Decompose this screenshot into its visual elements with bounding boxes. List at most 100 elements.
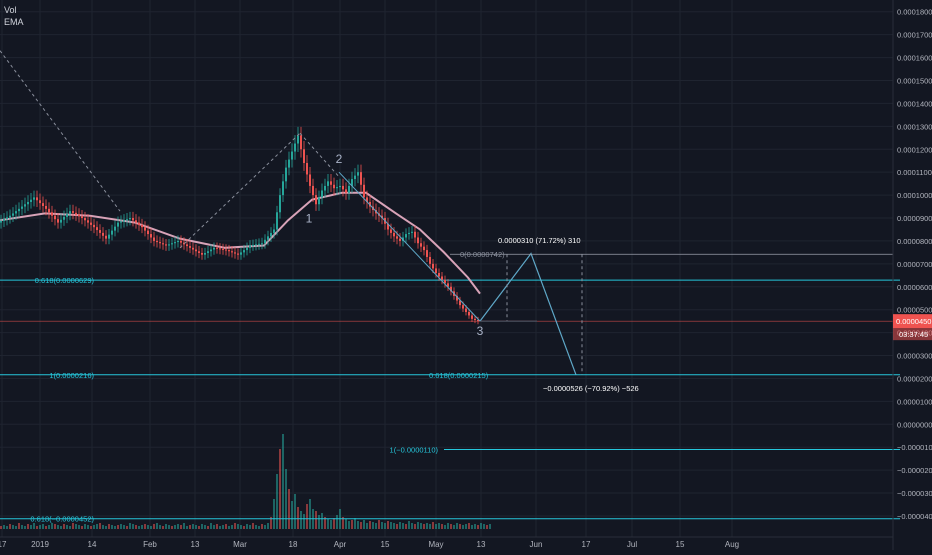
candle-body xyxy=(288,159,290,168)
candle-body xyxy=(90,222,92,225)
x-tick-label: Aug xyxy=(725,540,739,549)
candle-body xyxy=(345,189,347,193)
candle-body xyxy=(75,212,77,215)
candle-body xyxy=(132,218,134,221)
y-tick-label: 0.0001600 xyxy=(897,54,932,63)
candle-body xyxy=(165,244,167,246)
x-tick-label: Mar xyxy=(233,540,247,549)
volume-bar xyxy=(447,523,449,529)
y-tick-label: 0.0001000 xyxy=(897,191,932,200)
volume-bar xyxy=(237,524,239,529)
volume-bar xyxy=(240,525,242,529)
candle-body xyxy=(57,219,59,223)
volume-bar xyxy=(477,525,479,529)
candle-body xyxy=(54,215,56,220)
volume-bar xyxy=(48,525,50,529)
volume-bar xyxy=(465,524,467,529)
time-axis: 17 2019 14 Feb 13 Mar 18 Apr 15 May 13 Jun 17 Jul 15 Au… xyxy=(0,536,893,549)
y-tick-label: 0.0000100 xyxy=(897,397,932,406)
volume-bar xyxy=(234,523,236,529)
volume-bar xyxy=(321,513,323,529)
fib-0618-right-label: 0.618(0.0000215) xyxy=(429,371,489,380)
legend-ema[interactable]: EMA xyxy=(4,17,24,27)
volume-bar xyxy=(411,523,413,529)
candle-body xyxy=(474,318,476,321)
volume-bar xyxy=(429,524,431,529)
volume-bar xyxy=(384,523,386,529)
candle-body xyxy=(45,205,47,209)
candle-body xyxy=(303,149,305,164)
volume-bar xyxy=(210,523,212,529)
volume-bar xyxy=(159,525,161,529)
fib-level-label: 1(0.0000216) xyxy=(49,371,94,380)
candle-body xyxy=(294,143,296,152)
current-price-value: 0.0000450 xyxy=(896,317,931,326)
candle-body xyxy=(282,181,284,196)
candle-body xyxy=(240,252,242,255)
volume-bar xyxy=(57,525,59,529)
candle-body xyxy=(198,251,200,253)
volume-bar xyxy=(396,524,398,529)
candle-body xyxy=(60,219,62,223)
candle-body xyxy=(213,247,215,250)
candle-body xyxy=(105,235,107,239)
volume-bar xyxy=(423,524,425,529)
volume-bar xyxy=(480,523,482,529)
candle-body xyxy=(312,185,314,196)
volume-bar xyxy=(441,524,443,529)
volume-bar xyxy=(84,524,86,529)
volume-bar xyxy=(438,523,440,529)
x-tick-label: Jul xyxy=(627,540,637,549)
volume-bar xyxy=(360,522,362,529)
volume-bar xyxy=(459,524,461,529)
volume-bar xyxy=(414,524,416,529)
countdown-value: 03:37:45 xyxy=(899,330,928,339)
y-tick-label: −0.0000300 xyxy=(897,489,932,498)
candle-body xyxy=(69,211,71,215)
y-tick-label: 0.0001500 xyxy=(897,76,932,85)
volume-bar xyxy=(405,524,407,529)
volume-bar xyxy=(126,526,128,529)
candle-body xyxy=(318,197,320,205)
volume-bar xyxy=(6,526,8,529)
volume-bar xyxy=(192,524,194,529)
volume-bar xyxy=(399,522,401,529)
candle-body xyxy=(192,247,194,250)
current-price-tag xyxy=(893,314,932,329)
volume-bar xyxy=(153,524,155,529)
candle-body xyxy=(396,236,398,239)
candle-body xyxy=(42,203,44,206)
volume-bar xyxy=(282,434,284,529)
legend-vol[interactable]: Vol xyxy=(4,5,17,15)
volume-bar xyxy=(9,524,11,529)
volume-bar xyxy=(156,523,158,529)
volume-bar xyxy=(216,524,218,529)
candle-body xyxy=(366,197,368,202)
candle-body xyxy=(156,240,158,243)
candle-body xyxy=(330,181,332,185)
candle-body xyxy=(174,242,176,244)
volume-bar xyxy=(183,523,185,529)
volume-bar xyxy=(54,524,56,529)
volume-bar xyxy=(81,526,83,529)
candle-body xyxy=(180,240,182,243)
candle-body xyxy=(264,239,266,244)
candle-body xyxy=(12,213,14,216)
x-tick-label: Apr xyxy=(334,540,347,549)
candle-body xyxy=(276,212,278,230)
candle-body xyxy=(297,135,299,144)
candle-body xyxy=(9,215,11,218)
candle-body xyxy=(234,252,236,254)
drop-measure-label: −0.0000526 (−70.92%) −526 xyxy=(543,384,639,393)
candle-body xyxy=(63,216,65,220)
candle-body xyxy=(321,190,323,198)
fib-zero-label: 0(0.0000742) xyxy=(460,250,505,259)
volume-bar xyxy=(351,520,353,529)
volume-bar xyxy=(174,525,176,529)
volume-bar xyxy=(66,525,68,529)
volume-bar xyxy=(369,521,371,529)
candle-body xyxy=(315,195,317,205)
volume-bar xyxy=(180,525,182,529)
